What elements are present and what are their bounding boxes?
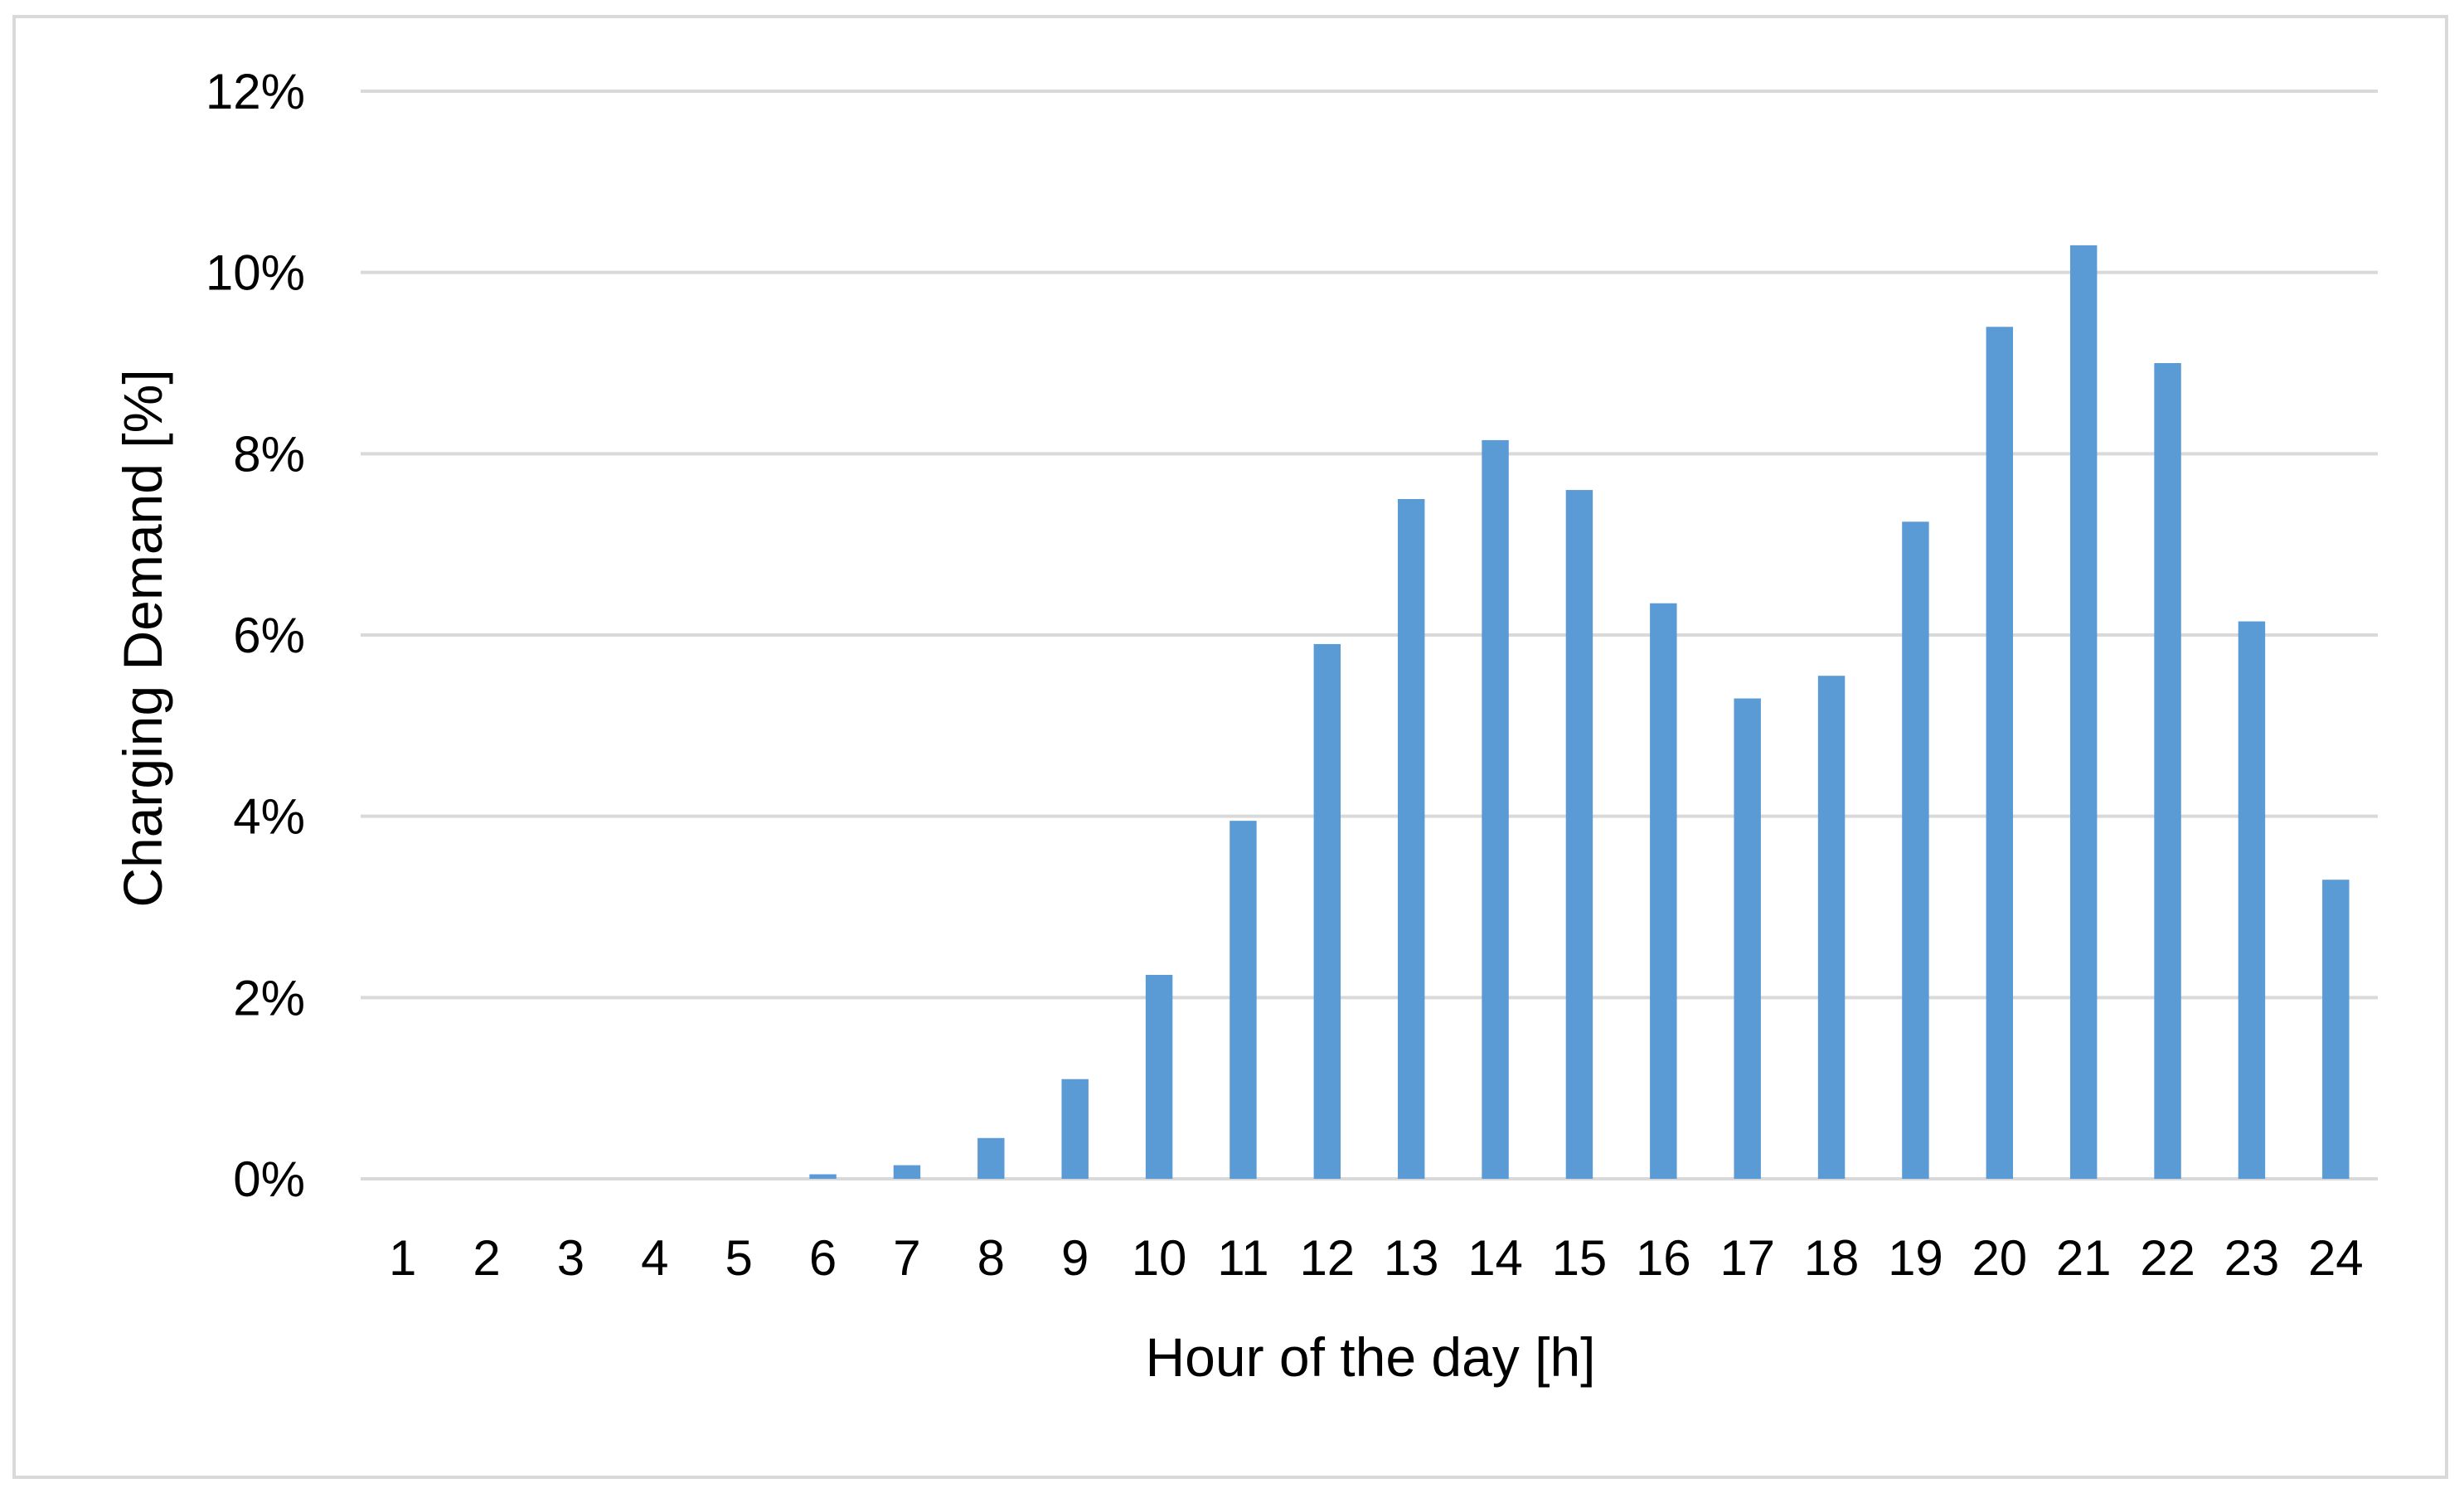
bar-hour-19: [1902, 521, 1929, 1179]
x-tick-label: 1: [389, 1230, 416, 1286]
x-tick-label: 12: [1299, 1230, 1355, 1286]
x-tick-label: 4: [641, 1230, 668, 1286]
y-axis-title: Charging Demand [%]: [112, 369, 173, 907]
x-tick-labels: 1 2 3 4 5 6 7 8 9 10 11 12 13 14 15 16 17 18 19 20 21 22 23 24: [389, 1230, 2364, 1286]
chart-border: [12, 15, 2448, 1479]
bar-hour-21: [2069, 245, 2098, 1179]
x-tick-label: 18: [1804, 1230, 1860, 1286]
bar-hour-23: [2238, 621, 2266, 1179]
bar-hour-17: [1734, 698, 1761, 1179]
bars: [809, 245, 2350, 1180]
x-tick-label: 5: [725, 1230, 753, 1286]
bar-hour-16: [1650, 603, 1677, 1179]
x-tick-label: 20: [1972, 1230, 2027, 1286]
x-tick-label: 14: [1467, 1230, 1523, 1286]
bar-hour-18: [1817, 676, 1846, 1179]
gridlines: [361, 90, 2378, 1180]
x-tick-label: 13: [1384, 1230, 1439, 1286]
x-tick-label: 19: [1888, 1230, 1943, 1286]
y-tick-label: 10%: [206, 245, 305, 301]
bar-hour-20: [1986, 327, 2014, 1180]
x-tick-label: 7: [893, 1230, 920, 1286]
x-tick-label: 24: [2308, 1230, 2364, 1286]
y-tick-label: 0%: [233, 1151, 305, 1207]
y-tick-labels: 0% 2% 4% 6% 8% 10% 12%: [206, 64, 305, 1207]
bar-hour-13: [1397, 499, 1425, 1179]
bar-hour-10: [1145, 975, 1173, 1179]
x-axis-title: Hour of the day [h]: [1146, 1326, 1596, 1388]
x-tick-label: 10: [1132, 1230, 1187, 1286]
bar-hour-9: [1061, 1079, 1089, 1179]
x-tick-label: 2: [473, 1230, 500, 1286]
y-tick-label: 8%: [233, 426, 305, 482]
bar-hour-12: [1313, 643, 1341, 1179]
x-tick-label: 8: [977, 1230, 1005, 1286]
y-tick-label: 4%: [233, 789, 305, 845]
bar-hour-22: [2154, 363, 2181, 1179]
x-tick-label: 11: [1217, 1230, 1268, 1286]
bar-hour-24: [2322, 880, 2350, 1179]
bar-hour-8: [977, 1137, 1005, 1179]
x-tick-label: 21: [2056, 1230, 2112, 1286]
bar-hour-7: [893, 1165, 921, 1179]
bar-hour-14: [1482, 439, 1509, 1179]
y-tick-label: 12%: [206, 64, 305, 119]
y-tick-label: 2%: [233, 970, 305, 1025]
x-tick-label: 6: [809, 1230, 837, 1286]
bar-hour-6: [809, 1174, 837, 1179]
y-tick-label: 6%: [233, 608, 305, 663]
x-tick-label: 15: [1552, 1230, 1608, 1286]
x-tick-label: 3: [557, 1230, 584, 1286]
x-tick-label: 23: [2224, 1230, 2280, 1286]
x-tick-label: 9: [1061, 1230, 1089, 1286]
bar-hour-11: [1230, 821, 1257, 1179]
bar-hour-15: [1565, 490, 1593, 1179]
x-tick-label: 17: [1719, 1230, 1775, 1286]
x-tick-label: 16: [1636, 1230, 1691, 1286]
x-tick-label: 22: [2140, 1230, 2195, 1286]
